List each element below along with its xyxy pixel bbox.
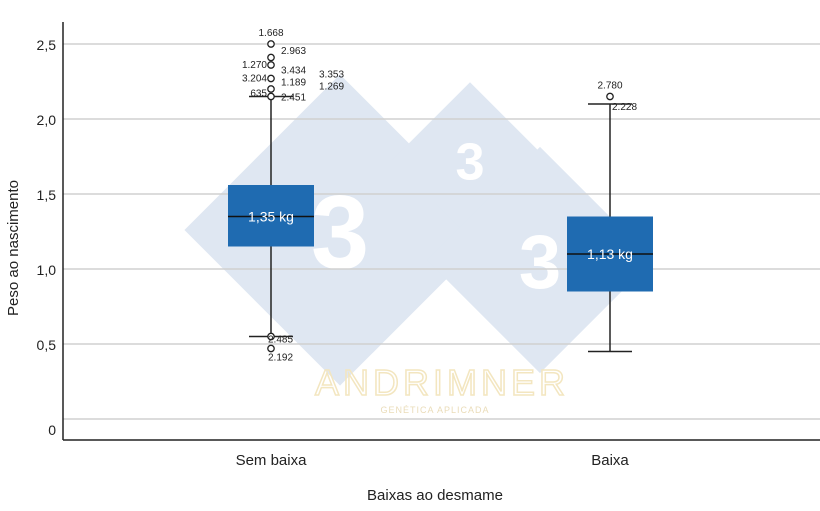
watermark-digit: 3	[311, 175, 369, 292]
outlier-label: 2.780	[597, 81, 622, 92]
y-tick-label: 0,5	[37, 337, 57, 353]
watermark-brand: ANDRIMNER	[315, 362, 569, 403]
outlier-label: 1.668	[258, 28, 283, 39]
outlier-point	[267, 74, 275, 83]
median-label: 1,13 kg	[587, 246, 633, 262]
outlier-label: 3.353	[319, 70, 344, 81]
watermark-digit: 3	[455, 133, 484, 191]
outlier-label: 1.269	[319, 82, 344, 93]
outlier-label: 2.192	[268, 353, 293, 364]
outlier-label: 2.451	[281, 93, 306, 104]
outlier-point	[267, 61, 275, 69]
median-label: 1,35 kg	[248, 209, 294, 225]
x-axis-label: Baixas ao desmame	[367, 487, 503, 504]
outlier-label: 2.228	[612, 102, 637, 113]
y-tick-label: 1,5	[37, 187, 57, 203]
outlier-label: 1.270	[242, 60, 267, 71]
outlier-point	[267, 40, 275, 48]
outlier-label: 3.434	[281, 66, 306, 77]
watermark-diamond	[426, 146, 654, 374]
watermark-digit: 3	[519, 220, 561, 305]
y-tick-label: 2,5	[37, 37, 57, 53]
x-tick-label: Baixa	[591, 452, 629, 469]
outlier-label: 2.963	[281, 46, 306, 57]
watermark-tagline: GENÉTICA APLICADA	[380, 405, 489, 415]
outlier-label: 1.189	[281, 78, 306, 89]
outlier-point	[267, 332, 275, 341]
y-tick-label: 2,0	[37, 112, 57, 128]
x-tick-label: Sem baixa	[236, 452, 308, 469]
y-axis-label: Peso ao nascimento	[5, 180, 22, 316]
outlier-label: 3.204	[242, 74, 267, 85]
outlier-label: 635	[250, 89, 267, 100]
outlier-point	[267, 92, 275, 101]
y-tick-label: 0	[48, 422, 56, 438]
outlier-point	[267, 53, 275, 62]
outlier-point	[606, 92, 614, 101]
outlier-label: 2.485	[268, 335, 293, 346]
outlier-point	[267, 344, 275, 353]
outlier-point	[267, 85, 275, 93]
y-tick-label: 1,0	[37, 262, 57, 278]
